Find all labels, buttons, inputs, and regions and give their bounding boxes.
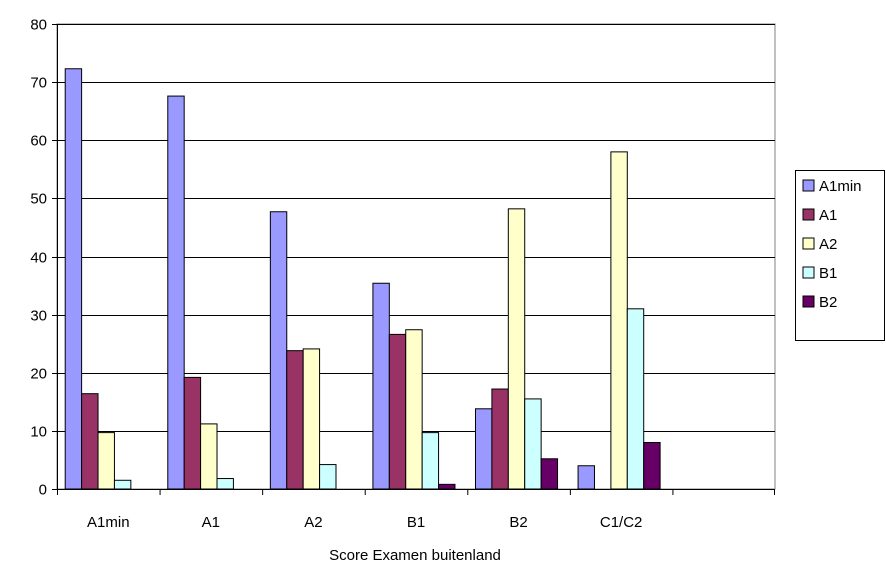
- bar-b1-c1-c2[interactable]: [626, 308, 645, 490]
- legend[interactable]: A1min A1 A2 B1 B2: [795, 170, 885, 341]
- legend-label-b1: B1: [819, 265, 837, 282]
- bar-a1min-c1-c2[interactable]: [577, 465, 595, 490]
- x-tick-label: B2: [509, 514, 527, 531]
- legend-swatch-b1: [802, 266, 815, 279]
- bar-a2-a1[interactable]: [200, 423, 218, 490]
- legend-swatch-a2: [802, 237, 815, 250]
- legend-swatch-a1: [802, 208, 815, 221]
- bar-a2-b2[interactable]: [507, 208, 526, 490]
- bar-a1min-a1min[interactable]: [64, 68, 83, 490]
- bar-a1-a1[interactable]: [183, 376, 202, 490]
- bar-a1min-a1[interactable]: [167, 95, 185, 490]
- bar-b1-b2[interactable]: [524, 398, 542, 490]
- bar-a1-b2[interactable]: [491, 388, 509, 490]
- x-tick-label: A2: [304, 514, 322, 531]
- bar-a1-a2[interactable]: [286, 350, 304, 490]
- y-tick-label: 80: [30, 17, 47, 34]
- x-tick-label: B1: [407, 514, 425, 531]
- bar-b1-a2[interactable]: [319, 464, 337, 490]
- y-tick-label: 70: [30, 75, 47, 92]
- bar-b2-b2[interactable]: [540, 458, 559, 490]
- legend-label-a2: A2: [819, 236, 837, 253]
- x-tick-label: C1/C2: [600, 514, 643, 531]
- bars: [64, 68, 661, 490]
- bar-a1-b1[interactable]: [388, 333, 407, 490]
- y-tick-label: 0: [39, 482, 47, 499]
- bar-a2-a2[interactable]: [302, 348, 321, 490]
- y-tick-label: 60: [30, 133, 47, 150]
- bar-a1min-b2[interactable]: [474, 408, 493, 490]
- legend-label-b2: B2: [819, 294, 837, 311]
- bar-b1-a1min[interactable]: [113, 479, 132, 490]
- bar-a2-b1[interactable]: [405, 329, 423, 490]
- y-tick-label: 10: [30, 424, 47, 441]
- bar-a1-a1min[interactable]: [81, 393, 99, 490]
- legend-box: [795, 170, 885, 341]
- y-tick-label: 20: [30, 366, 47, 383]
- bar-a1min-a2[interactable]: [269, 211, 288, 490]
- y-tick-label: 40: [30, 250, 47, 267]
- bar-b1-b1[interactable]: [421, 432, 440, 490]
- legend-label-a1: A1: [819, 207, 837, 224]
- bar-a2-a1min[interactable]: [97, 432, 115, 490]
- tick-labels: 0 10 20 30 40 50 60 70 80 A1min A1 A2 B1 B2 C1/C2: [30, 17, 642, 532]
- x-tick-label: A1min: [87, 514, 130, 531]
- x-tick-label: A1: [202, 514, 220, 531]
- y-tick-label: 30: [30, 308, 47, 325]
- bar-b2-b1[interactable]: [438, 483, 456, 490]
- legend-swatch-b2: [802, 295, 815, 308]
- legend-swatch-a1min: [802, 179, 815, 192]
- legend-label-a1min: A1min: [819, 178, 862, 195]
- bar-a2-c1-c2[interactable]: [610, 151, 628, 490]
- x-axis-title: Score Examen buitenland: [329, 547, 501, 564]
- y-tick-label: 50: [30, 191, 47, 208]
- bar-a1min-b1[interactable]: [372, 282, 390, 490]
- axes: [52, 24, 775, 495]
- bar-b1-a1[interactable]: [216, 478, 234, 490]
- bar-b2-c1-c2[interactable]: [643, 442, 661, 490]
